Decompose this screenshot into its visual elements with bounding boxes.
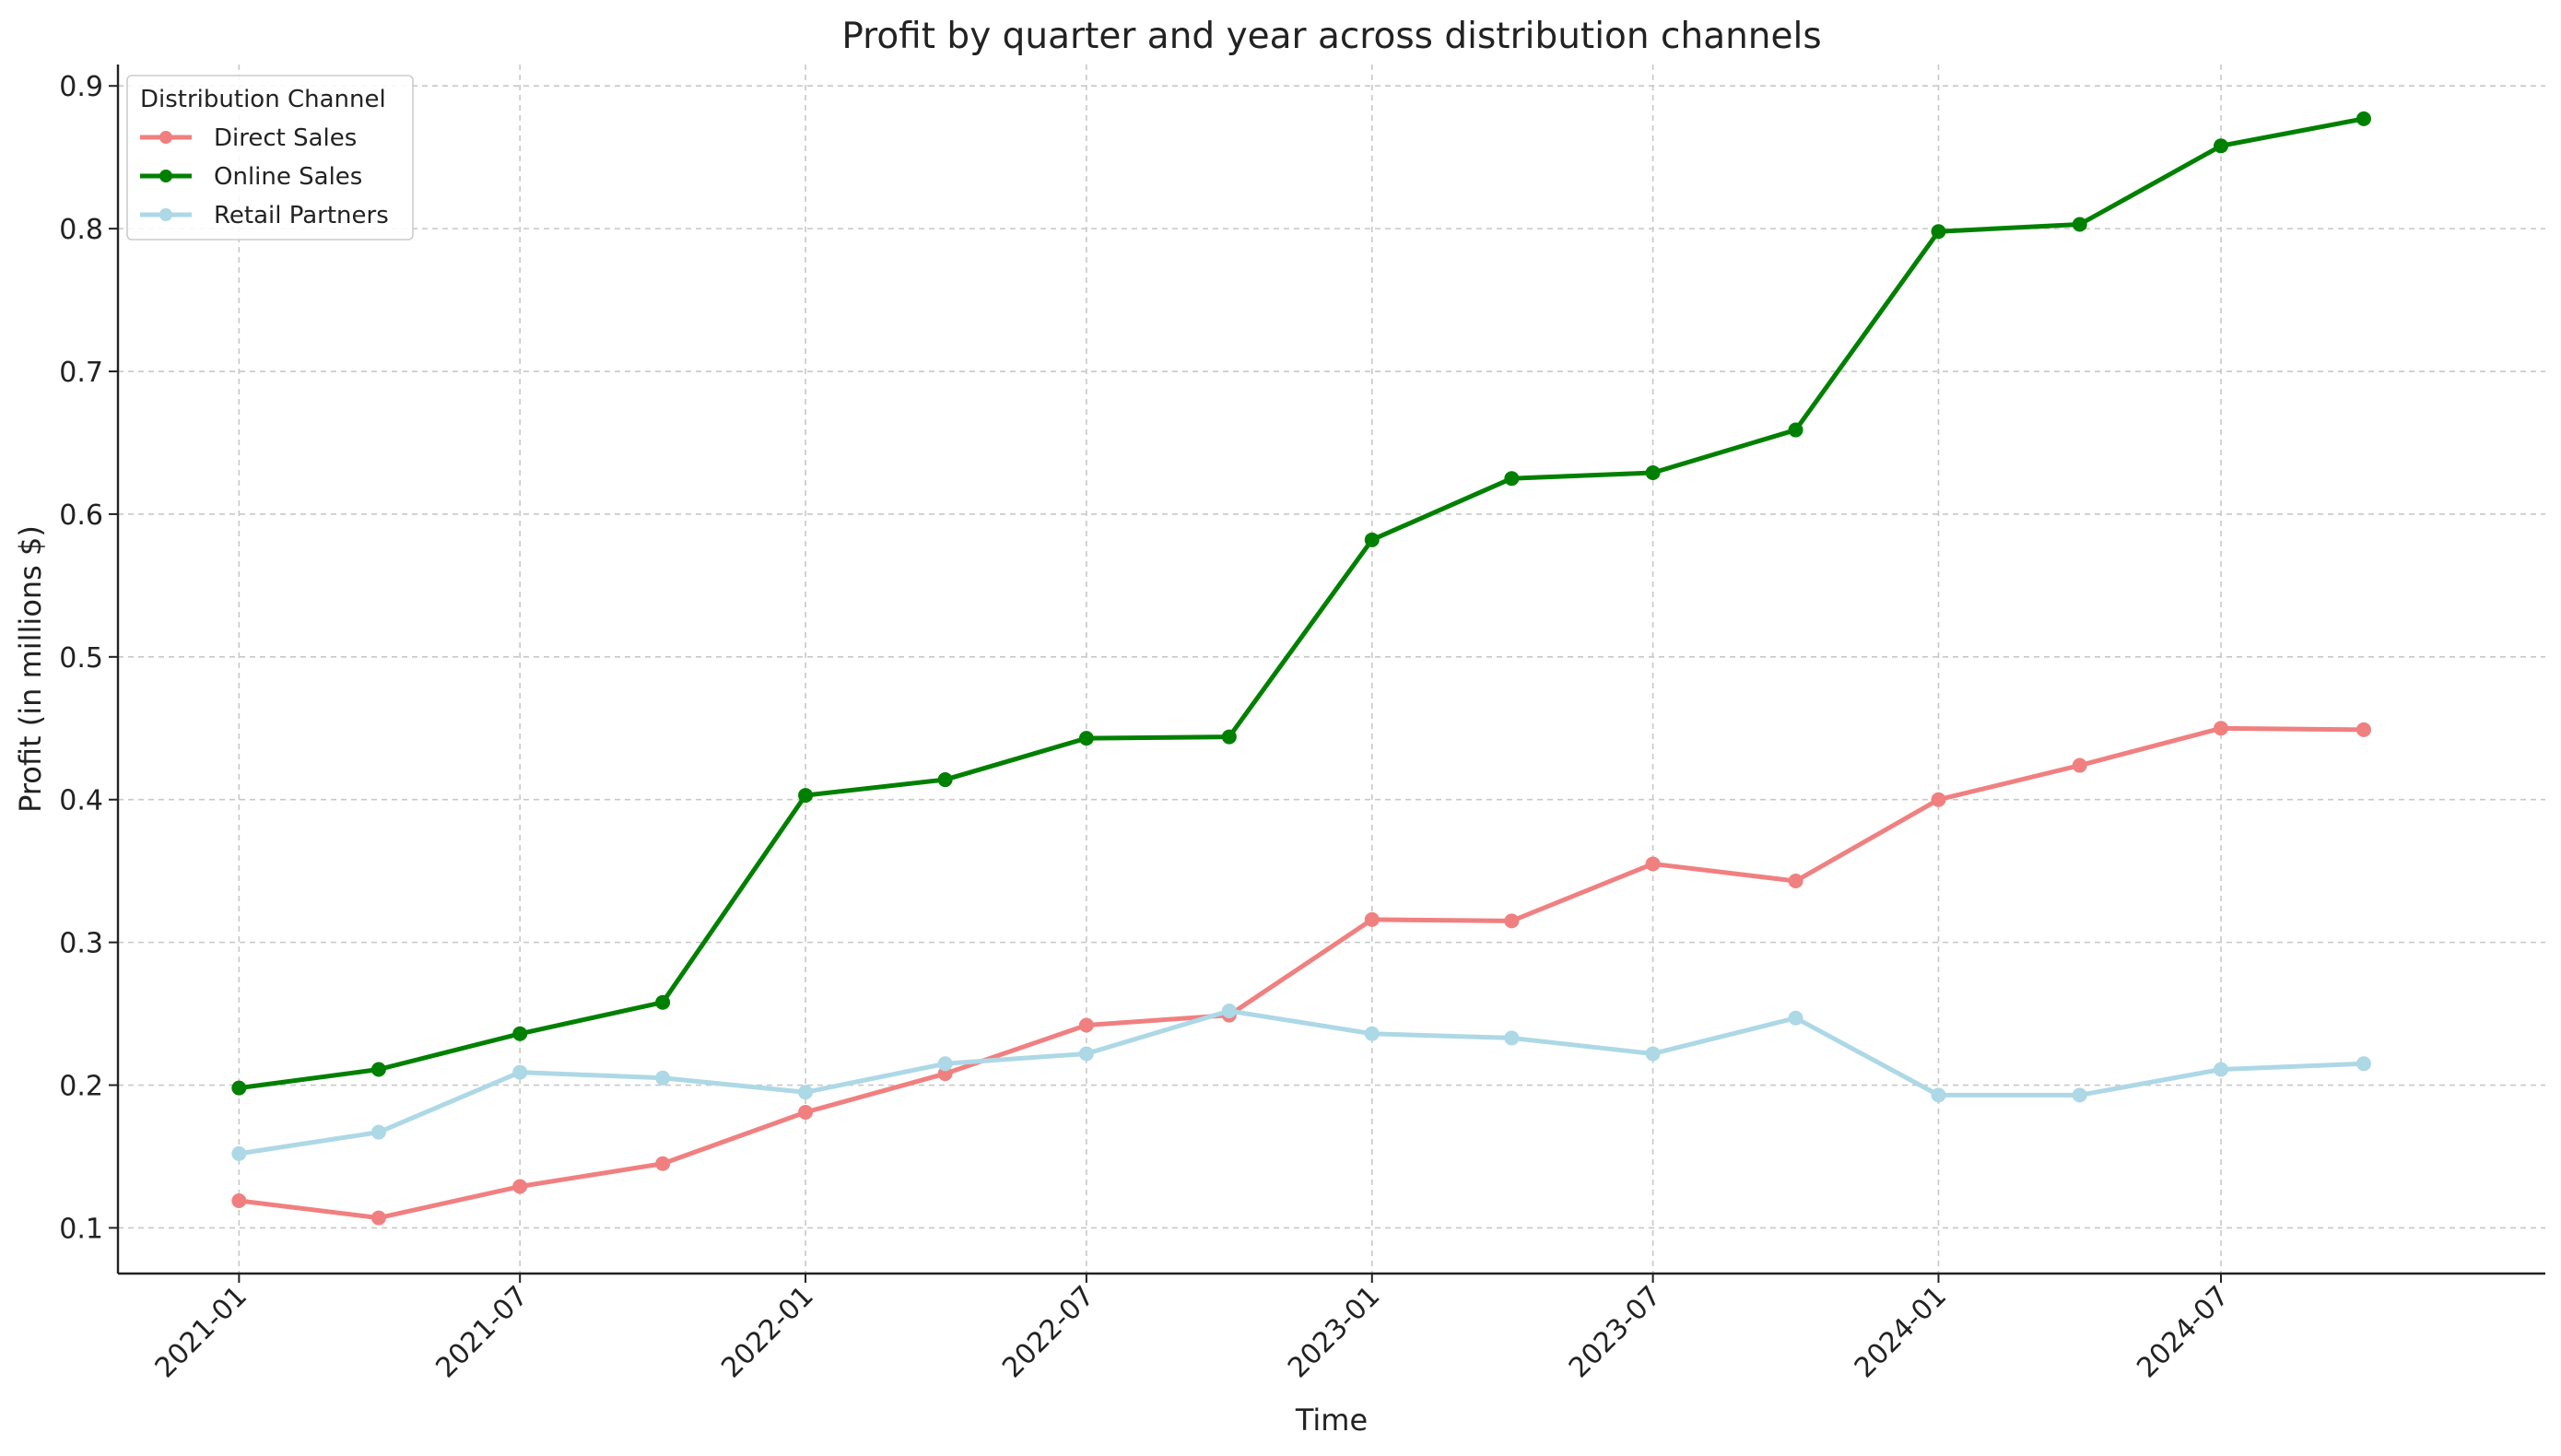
legend-label: Online Sales — [214, 163, 362, 191]
data-point-online-sales — [1931, 224, 1946, 240]
data-point-retail-partners — [937, 1056, 953, 1072]
data-point-retail-partners — [2355, 1056, 2371, 1072]
data-point-online-sales — [2355, 111, 2371, 126]
data-point-online-sales — [937, 772, 953, 788]
data-point-direct-sales — [1504, 913, 1520, 929]
data-point-retail-partners — [1078, 1046, 1094, 1062]
data-point-direct-sales — [2072, 757, 2087, 773]
data-point-retail-partners — [231, 1145, 247, 1161]
series-retail-partners — [231, 1003, 2371, 1161]
data-point-direct-sales — [2214, 721, 2229, 736]
data-point-online-sales — [1645, 465, 1661, 481]
series-line-retail-partners — [236, 1008, 2367, 1157]
x-tick-label: 2023-01 — [1282, 1280, 1386, 1384]
x-axis-title: Time — [1295, 1403, 1368, 1438]
series-lines — [231, 111, 2371, 1226]
series-online-sales — [231, 111, 2371, 1096]
x-tick-label: 2023-07 — [1563, 1280, 1667, 1384]
data-point-direct-sales — [512, 1179, 528, 1194]
data-point-retail-partners — [1504, 1030, 1520, 1046]
legend-label: Retail Partners — [214, 202, 389, 229]
series-line-direct-sales — [236, 725, 2367, 1221]
data-point-online-sales — [655, 994, 671, 1010]
data-point-online-sales — [2214, 138, 2229, 154]
y-tick-label: 0.8 — [59, 214, 103, 246]
data-point-direct-sales — [1364, 911, 1380, 927]
x-tick-label: 2021-01 — [149, 1280, 253, 1384]
data-point-direct-sales — [370, 1210, 386, 1226]
data-point-online-sales — [1364, 532, 1380, 547]
series-direct-sales — [231, 721, 2371, 1226]
data-point-retail-partners — [1931, 1087, 1946, 1103]
y-tick-label: 0.5 — [59, 642, 103, 675]
grid-lines — [118, 65, 2545, 1274]
legend: Distribution Channel Direct Sales Online … — [126, 75, 414, 241]
y-tick-label: 0.6 — [59, 499, 103, 532]
x-tick-label: 2022-01 — [715, 1280, 819, 1384]
legend-swatch-marker — [159, 208, 172, 221]
data-point-direct-sales — [1078, 1017, 1094, 1033]
data-point-online-sales — [2072, 217, 2087, 232]
data-point-online-sales — [370, 1062, 386, 1077]
data-point-online-sales — [1504, 471, 1520, 487]
legend-item-direct-sales: Direct Sales — [140, 124, 357, 152]
legend-item-online-sales: Online Sales — [140, 163, 362, 191]
data-point-online-sales — [1078, 731, 1094, 746]
data-point-retail-partners — [370, 1124, 386, 1140]
legend-label: Direct Sales — [214, 124, 357, 152]
data-point-retail-partners — [1221, 1003, 1237, 1018]
data-point-direct-sales — [655, 1156, 671, 1171]
axes: 0.1 0.2 0.3 0.4 0.5 0.6 0.7 0.8 0.9 2021-01 2021-0… — [59, 65, 2545, 1384]
y-tick-label: 0.9 — [59, 71, 103, 103]
y-tick-label: 0.1 — [59, 1213, 103, 1245]
data-point-direct-sales — [1788, 874, 1803, 889]
series-line-online-sales — [236, 116, 2367, 1091]
chart-title: Profit by quarter and year across distri… — [841, 16, 1821, 57]
data-point-direct-sales — [231, 1193, 247, 1209]
data-point-retail-partners — [2214, 1062, 2229, 1077]
legend-item-retail-partners: Retail Partners — [140, 202, 389, 229]
data-point-direct-sales — [798, 1104, 814, 1120]
legend-box — [126, 75, 414, 241]
data-point-retail-partners — [655, 1070, 671, 1086]
data-point-retail-partners — [798, 1085, 814, 1100]
x-tick-label: 2024-01 — [1849, 1280, 1953, 1384]
data-point-retail-partners — [1364, 1026, 1380, 1041]
data-point-direct-sales — [1931, 792, 1946, 807]
x-tick-label: 2022-07 — [996, 1280, 1100, 1384]
y-tick-label: 0.2 — [59, 1071, 103, 1103]
legend-swatch-marker — [159, 131, 172, 144]
data-point-online-sales — [798, 788, 814, 804]
y-tick-label: 0.7 — [59, 357, 103, 389]
data-point-online-sales — [1788, 422, 1803, 438]
data-point-retail-partners — [512, 1064, 528, 1080]
x-tick-label: 2024-07 — [2131, 1280, 2235, 1384]
data-point-retail-partners — [1645, 1046, 1661, 1062]
data-point-retail-partners — [2072, 1087, 2087, 1103]
data-point-direct-sales — [2355, 722, 2371, 737]
x-tick-label: 2021-07 — [429, 1280, 534, 1384]
legend-title: Distribution Channel — [140, 86, 386, 113]
data-point-online-sales — [1221, 729, 1237, 745]
data-point-direct-sales — [1645, 856, 1661, 872]
data-point-online-sales — [231, 1080, 247, 1096]
legend-swatch-marker — [159, 170, 172, 182]
data-point-retail-partners — [1788, 1010, 1803, 1026]
y-tick-label: 0.4 — [59, 785, 103, 817]
data-point-online-sales — [512, 1026, 528, 1041]
y-axis-title: Profit (in millions $) — [13, 525, 48, 813]
y-tick-label: 0.3 — [59, 928, 103, 960]
